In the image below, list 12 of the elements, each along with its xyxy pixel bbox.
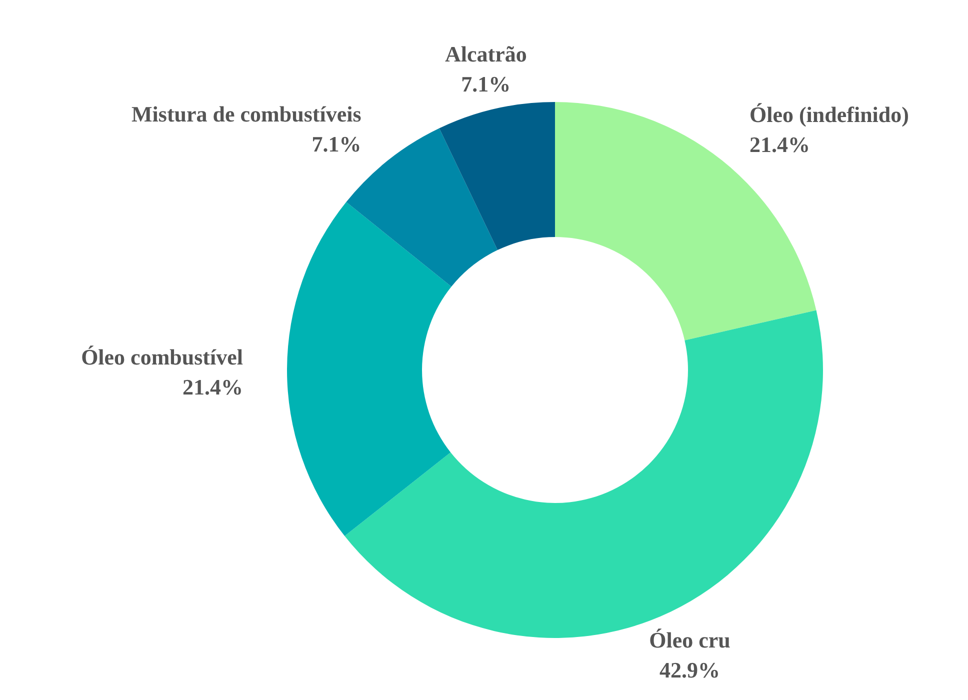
slice-label: Óleo (indefinido)	[749, 102, 909, 128]
data-label: 7.1%	[312, 131, 362, 156]
slice-label: Óleo cru	[649, 627, 730, 652]
slice-label: Óleo combustível	[81, 344, 244, 370]
data-label: 7.1%	[461, 72, 511, 97]
data-label: 42.9%	[659, 657, 720, 682]
donut-slice	[287, 202, 452, 536]
slice-label: Alcatrão	[444, 42, 527, 67]
data-label: 21.4%	[182, 374, 244, 400]
slice-label: Mistura de combustíveis	[132, 101, 362, 126]
data-label: 21.4%	[749, 132, 810, 158]
donut-slice	[439, 102, 555, 250]
